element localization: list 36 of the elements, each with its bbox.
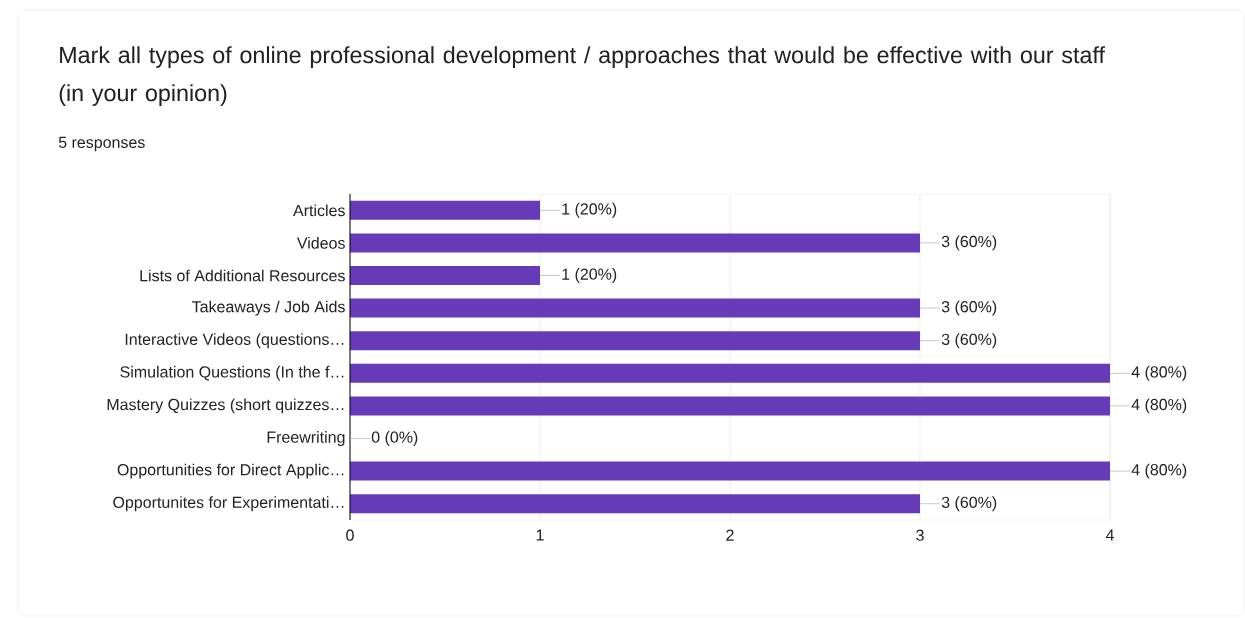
y-tick-label: Interactive Videos (questions… [125, 333, 344, 349]
x-tick-label: 0 [346, 529, 354, 541]
bar [350, 266, 540, 285]
bar [350, 494, 920, 514]
y-tick-label: Lists of Additional Resources [140, 269, 345, 282]
bar [350, 396, 1110, 416]
y-tick-label: Takeaways / Job Aids [191, 300, 345, 316]
y-tick-label: Simulation Questions (In the f… [120, 365, 344, 381]
data-label: 3 (60%) [941, 496, 997, 512]
y-tick-label: Videos [296, 237, 345, 249]
data-label: 0 (0%) [371, 431, 418, 446]
data-label: 4 (80%) [1131, 463, 1187, 479]
x-tick-label: 4 [1105, 529, 1114, 541]
data-label: 3 (60%) [941, 235, 997, 251]
bar [350, 461, 1110, 481]
y-tick-label: Opportunites for Experimentati… [113, 496, 344, 512]
text: 5 responses [58, 136, 145, 152]
data-label: 3 (60%) [941, 300, 997, 316]
bar [350, 233, 920, 253]
bar [350, 298, 920, 318]
data-label: 3 (60%) [941, 333, 997, 349]
data-label: 1 (20%) [562, 268, 617, 283]
bar [350, 200, 540, 220]
bar [350, 363, 1110, 383]
data-label: 1 (20%) [562, 202, 617, 218]
x-tick-label: 2 [726, 529, 734, 541]
x-tick-label: 1 [536, 529, 544, 541]
x-tick-label: 3 [916, 529, 924, 541]
data-label: 4 (80%) [1131, 365, 1187, 381]
data-label: 4 (80%) [1131, 398, 1187, 414]
bar [350, 331, 920, 351]
y-tick-label: Mastery Quizzes (short quizzes… [107, 398, 344, 414]
y-tick-label: Opportunities for Direct Applic… [117, 463, 344, 479]
y-tick-label: Articles [293, 204, 345, 217]
y-tick-label: Freewriting [267, 431, 345, 446]
chart-title: Mark all types of online professional development / approaches that would be effective with our staff (in your opinion) [59, 46, 1105, 106]
